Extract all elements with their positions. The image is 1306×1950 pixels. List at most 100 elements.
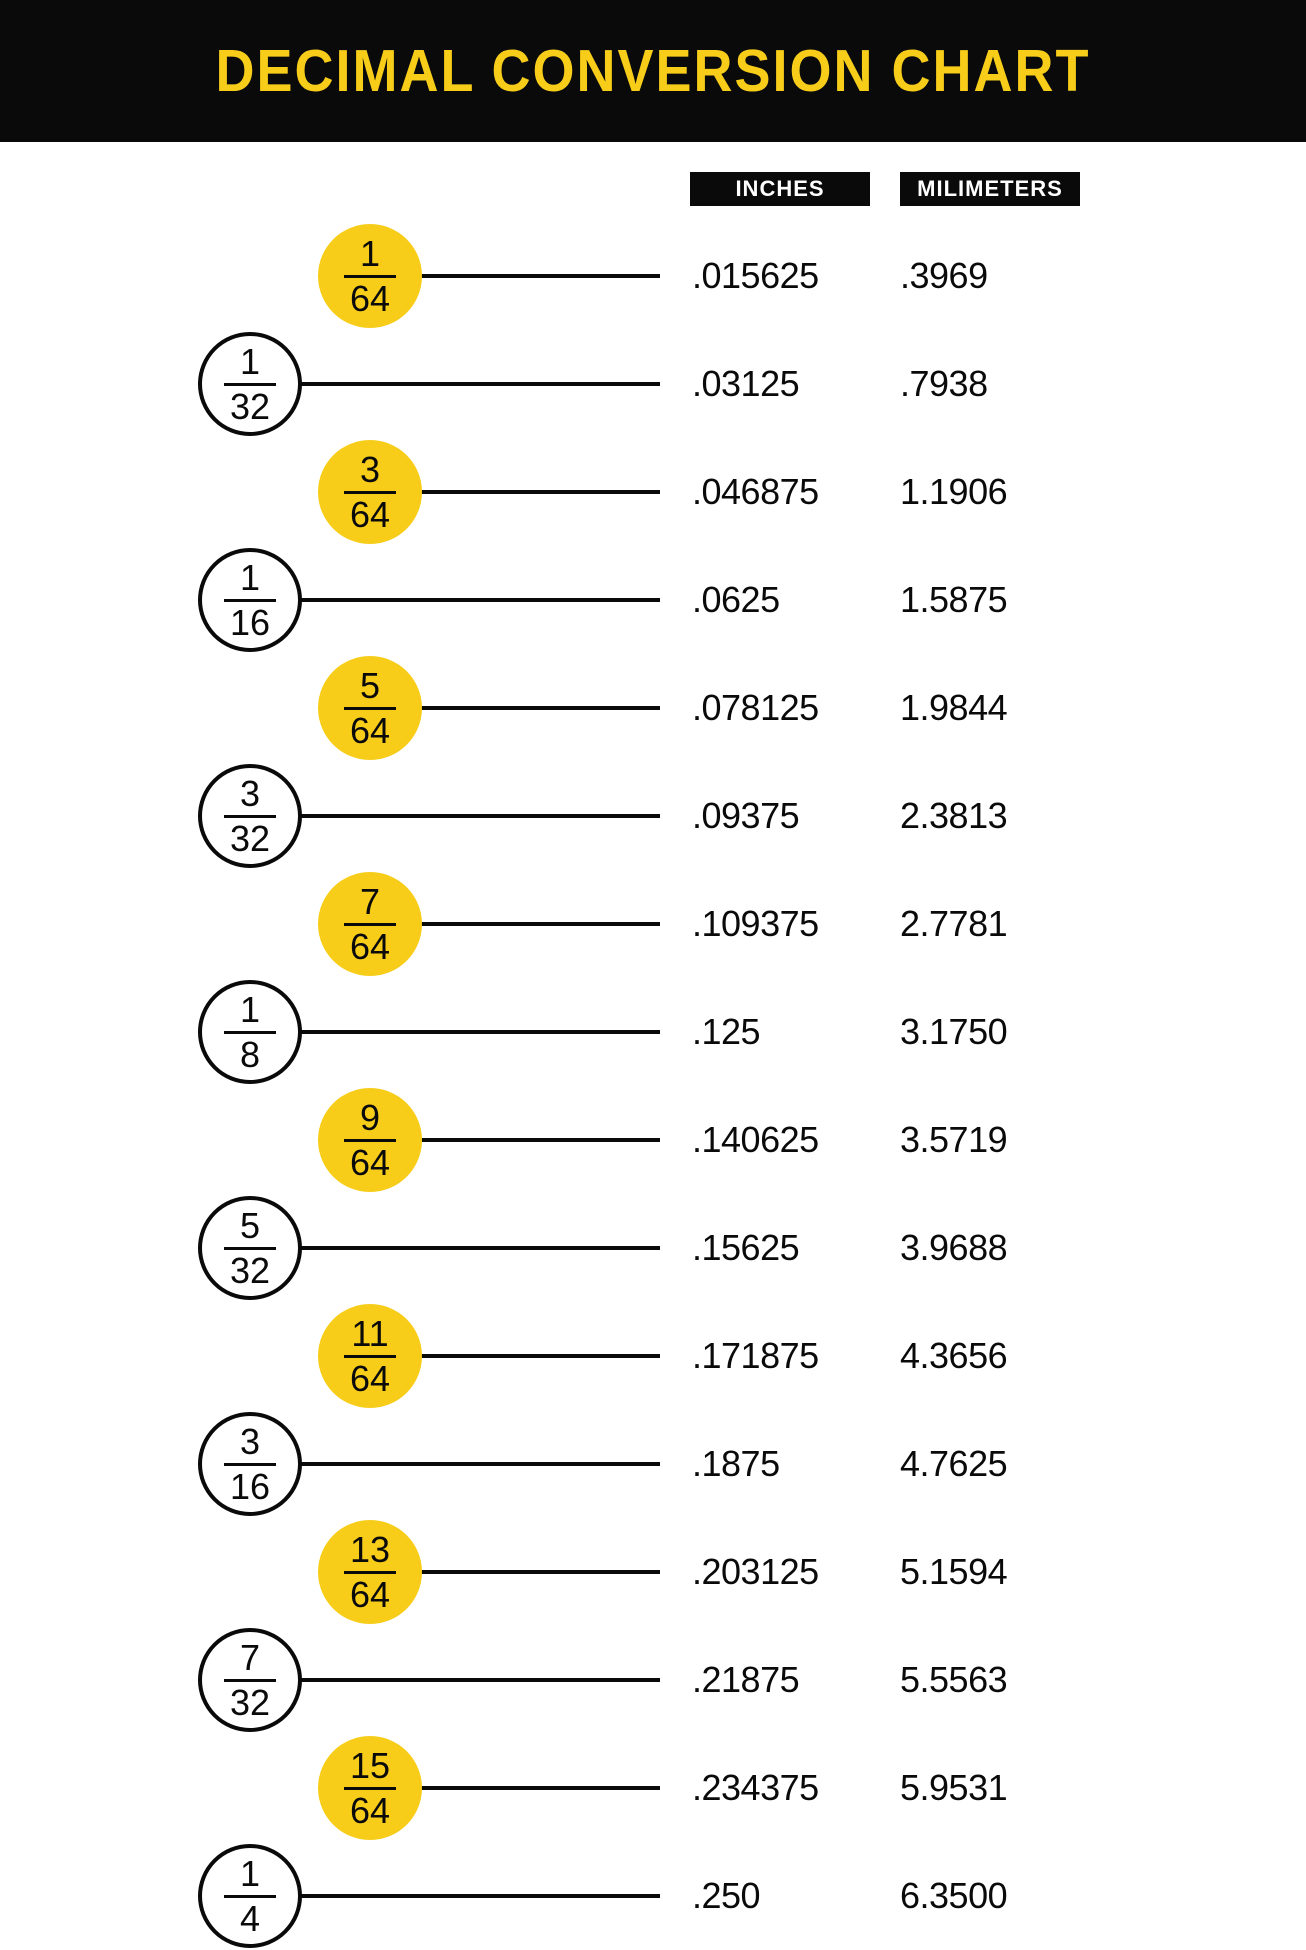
conversion-row: 764.1093752.7781	[0, 870, 1306, 978]
connector-line	[298, 1246, 660, 1250]
fraction-denominator: 32	[230, 1685, 270, 1721]
fraction-denominator: 16	[230, 605, 270, 641]
conversion-row: 316.18754.7625	[0, 1410, 1306, 1518]
fraction-numerator: 3	[360, 452, 380, 488]
connector-line	[298, 1030, 660, 1034]
inches-value: .21875	[692, 1659, 799, 1701]
inches-value: .109375	[692, 903, 819, 945]
fraction-circle: 316	[198, 1412, 302, 1516]
conversion-row: 132 .03125 .7938	[0, 330, 1306, 438]
millimeters-value: 5.1594	[900, 1551, 1007, 1593]
fraction-circle: 332	[198, 764, 302, 868]
millimeters-value: 3.5719	[900, 1119, 1007, 1161]
fraction-denominator: 8	[240, 1037, 260, 1073]
inches-value: .0625	[692, 579, 780, 621]
millimeters-value: 5.5563	[900, 1659, 1007, 1701]
fraction-denominator: 64	[350, 1577, 390, 1613]
inches-value: .125	[692, 1011, 760, 1053]
inches-value: .03125	[692, 363, 799, 405]
fraction-circle: 964	[318, 1088, 422, 1192]
millimeters-value: 1.5875	[900, 579, 1007, 621]
conversion-rows: 164.015625.3969132.03125.7938364.0468751…	[0, 222, 1306, 1950]
millimeters-value: 6.3500	[900, 1875, 1007, 1917]
millimeters-value: 3.1750	[900, 1011, 1007, 1053]
chart-header: DECIMAL CONVERSION CHART	[0, 0, 1306, 142]
conversion-row: 1564 .234375 5.9531	[0, 1734, 1306, 1842]
inches-value: .015625	[692, 255, 819, 297]
inches-value: .046875	[692, 471, 819, 513]
conversion-row: 332.093752.3813	[0, 762, 1306, 870]
fraction-circle: 564	[318, 656, 422, 760]
inches-value: .09375	[692, 795, 799, 837]
connector-line	[298, 814, 660, 818]
column-header-millimeters: MILIMETERS	[900, 172, 1080, 206]
millimeters-value: 3.9688	[900, 1227, 1007, 1269]
fraction-numerator: 1	[360, 236, 380, 272]
fraction-circle: 116	[198, 548, 302, 652]
conversion-row: 18.1253.1750	[0, 978, 1306, 1086]
fraction-numerator: 5	[360, 668, 380, 704]
inches-value: .1875	[692, 1443, 780, 1485]
fraction-circle: 732	[198, 1628, 302, 1732]
inches-value: .234375	[692, 1767, 819, 1809]
fraction-numerator: 3	[240, 776, 260, 812]
fraction-denominator: 4	[240, 1901, 260, 1937]
fraction-circle: 1564	[318, 1736, 422, 1840]
connector-line	[418, 274, 660, 278]
conversion-row: 532.156253.9688	[0, 1194, 1306, 1302]
connector-line	[298, 1678, 660, 1682]
fraction-numerator: 1	[240, 992, 260, 1028]
connector-line	[418, 1354, 660, 1358]
fraction-denominator: 16	[230, 1469, 270, 1505]
conversion-row: 732.218755.5563	[0, 1626, 1306, 1734]
connector-line	[418, 490, 660, 494]
millimeters-value: 1.1906	[900, 471, 1007, 513]
millimeters-value: 5.9531	[900, 1767, 1007, 1809]
fraction-circle: 18	[198, 980, 302, 1084]
millimeters-value: .3969	[900, 255, 988, 297]
connector-line	[418, 1138, 660, 1142]
millimeters-value: .7938	[900, 363, 988, 405]
fraction-circle: 764	[318, 872, 422, 976]
connector-line	[418, 706, 660, 710]
fraction-denominator: 64	[350, 281, 390, 317]
fraction-circle: 1364	[318, 1520, 422, 1624]
conversion-row: 164.015625.3969	[0, 222, 1306, 330]
inches-value: .171875	[692, 1335, 819, 1377]
connector-line	[298, 1462, 660, 1466]
fraction-numerator: 3	[240, 1424, 260, 1460]
connector-line	[418, 1570, 660, 1574]
inches-value: .203125	[692, 1551, 819, 1593]
connector-line	[298, 382, 660, 386]
fraction-numerator: 1	[240, 344, 260, 380]
inches-value: .250	[692, 1875, 760, 1917]
connector-line	[418, 922, 660, 926]
connector-line	[298, 1894, 660, 1898]
conversion-row: 1364.2031255.1594	[0, 1518, 1306, 1626]
fraction-denominator: 64	[350, 929, 390, 965]
connector-line	[418, 1786, 660, 1790]
fraction-circle: 1164	[318, 1304, 422, 1408]
inches-value: .140625	[692, 1119, 819, 1161]
column-header-inches: INCHES	[690, 172, 870, 206]
fraction-numerator: 7	[240, 1640, 260, 1676]
fraction-numerator: 1	[240, 560, 260, 596]
millimeters-value: 4.3656	[900, 1335, 1007, 1377]
connector-line	[298, 598, 660, 602]
fraction-circle: 532	[198, 1196, 302, 1300]
fraction-numerator: 13	[350, 1532, 390, 1568]
fraction-denominator: 64	[350, 713, 390, 749]
fraction-circle: 164	[318, 224, 422, 328]
fraction-denominator: 32	[230, 821, 270, 857]
fraction-denominator: 32	[230, 1253, 270, 1289]
inches-value: .078125	[692, 687, 819, 729]
conversion-row: 364 .046875 1.1906	[0, 438, 1306, 546]
fraction-denominator: 64	[350, 1145, 390, 1181]
fraction-numerator: 7	[360, 884, 380, 920]
fraction-numerator: 9	[360, 1100, 380, 1136]
fraction-circle: 132	[198, 332, 302, 436]
fraction-numerator: 15	[350, 1748, 390, 1784]
fraction-circle: 364	[318, 440, 422, 544]
millimeters-value: 4.7625	[900, 1443, 1007, 1485]
conversion-row: 964.1406253.5719	[0, 1086, 1306, 1194]
